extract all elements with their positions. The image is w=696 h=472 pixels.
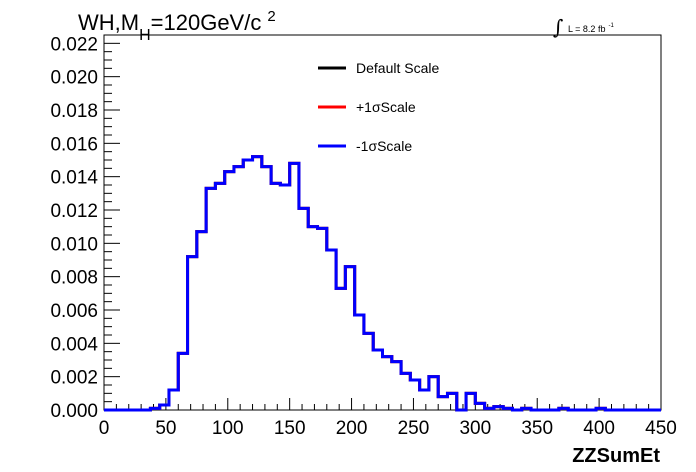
y-tick-label: 0.022: [50, 34, 98, 55]
x-axis-label: ZZSumEt: [572, 445, 660, 467]
lumi-text: L = 8.2 fb: [568, 24, 605, 34]
y-tick-label: 0.000: [50, 401, 98, 422]
series-line-2: [104, 155, 661, 412]
x-tick-label: 100: [212, 418, 244, 439]
legend-label-2: -1σScale: [356, 138, 412, 154]
x-tick-label: 150: [274, 418, 306, 439]
title-rest: =120GeV/c: [151, 10, 262, 35]
x-tick-label: 450: [645, 418, 677, 439]
y-tick-label: 0.016: [50, 134, 98, 155]
title-superscript: 2: [267, 8, 275, 25]
legend-label-0: Default Scale: [356, 60, 439, 76]
x-tick-label: 200: [336, 418, 368, 439]
x-axis: 0 50 100 150 200 250 300 350 400 450: [99, 398, 677, 439]
lumi-label: L = 8.2 fb -1: [568, 23, 614, 34]
y-axis: 0.000 0.002 0.004 0.006 0.008 0.010 0.012 0.014…: [50, 34, 120, 422]
y-tick-label: 0.020: [50, 68, 98, 89]
y-tick-label: 0.012: [50, 201, 98, 222]
x-tick-label: 400: [583, 418, 615, 439]
legend: Default Scale +1σScale -1σScale: [318, 60, 439, 154]
x-tick-label: 300: [459, 418, 491, 439]
x-tick-label: 50: [155, 418, 176, 439]
y-tick-label: 0.018: [50, 101, 98, 122]
legend-label-1: +1σScale: [356, 99, 416, 115]
y-tick-label: 0.002: [50, 368, 98, 389]
lumi-integral: ∫: [553, 15, 563, 39]
series-layer: [104, 155, 661, 412]
y-tick-label: 0.006: [50, 301, 98, 322]
y-tick-label: 0.008: [50, 268, 98, 289]
plot-frame: [103, 34, 662, 411]
y-tick-label: 0.014: [50, 168, 98, 189]
y-tick-label: 0.004: [50, 334, 98, 355]
x-tick-label: 350: [521, 418, 553, 439]
x-tick-label: 0: [99, 418, 110, 439]
lumi-superscript: -1: [608, 23, 614, 29]
chart-title: WH,MH=120GeV/c 2: [78, 8, 276, 44]
x-tick-label: 250: [398, 418, 430, 439]
title-main: WH,M: [78, 10, 139, 35]
y-tick-label: 0.010: [50, 234, 98, 255]
